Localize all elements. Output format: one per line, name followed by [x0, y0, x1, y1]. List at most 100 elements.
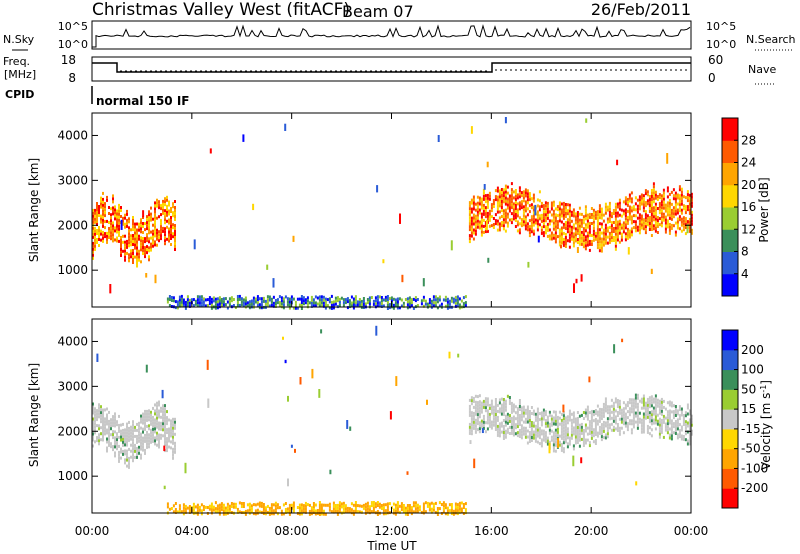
range-cell — [166, 225, 168, 229]
range-cell — [674, 408, 677, 411]
range-cell — [682, 435, 685, 438]
range-cell — [536, 440, 539, 444]
range-cell — [332, 501, 335, 505]
range-cell — [506, 412, 509, 416]
range-cell — [616, 223, 619, 227]
range-cell — [108, 233, 110, 236]
range-cell — [102, 215, 104, 219]
range-cell — [492, 405, 495, 409]
range-cell — [482, 417, 485, 421]
range-cell — [482, 212, 485, 216]
range-cell — [558, 210, 561, 214]
range-cell — [424, 299, 427, 303]
range-cell — [292, 507, 295, 511]
range-cell — [548, 222, 551, 226]
range-cell — [520, 218, 523, 222]
range-cell — [550, 420, 553, 424]
range-cell — [94, 241, 96, 245]
range-cell — [118, 453, 120, 457]
range-cell — [492, 414, 495, 418]
range-cell — [576, 211, 579, 214]
range-cell — [654, 400, 657, 404]
range-cell — [648, 399, 651, 403]
range-cell — [142, 240, 144, 243]
range-cell — [124, 249, 126, 253]
range-cell — [136, 252, 138, 256]
range-cell — [490, 405, 493, 409]
range-cell — [522, 223, 525, 227]
range-cell — [590, 409, 593, 413]
range-cell — [594, 231, 597, 235]
range-cell — [318, 295, 321, 299]
range-cell — [504, 220, 507, 224]
range-cell — [134, 237, 136, 241]
range-cell — [310, 509, 313, 513]
range-cell — [616, 214, 619, 218]
range-cell — [584, 244, 587, 248]
range-cell — [386, 301, 389, 304]
range-cell — [288, 297, 291, 301]
range-cell — [478, 424, 481, 428]
colorbar-tick-label: -100 — [741, 461, 768, 475]
range-cell — [436, 507, 439, 510]
range-cell — [502, 194, 505, 198]
range-cell — [108, 422, 110, 426]
range-cell — [658, 420, 661, 424]
range-cell — [564, 422, 567, 426]
range-cell — [524, 435, 527, 439]
range-cell — [624, 421, 627, 425]
range-cell — [474, 409, 477, 413]
range-cell — [342, 304, 345, 308]
range-cell — [598, 416, 601, 420]
range-cell — [564, 227, 567, 230]
range-cell — [688, 439, 691, 443]
range-cell — [214, 510, 217, 514]
range-cell — [496, 189, 499, 193]
range-cell — [382, 503, 385, 507]
range-cell — [148, 433, 150, 437]
range-cell — [472, 216, 475, 220]
range-cell — [256, 502, 259, 506]
range-cell — [670, 217, 673, 221]
range-cell — [310, 304, 313, 308]
range-cell — [534, 430, 537, 434]
range-cell — [524, 209, 527, 213]
range-cell — [488, 418, 491, 422]
range-cell — [684, 211, 687, 215]
range-cell — [132, 252, 134, 255]
range-cell — [552, 416, 555, 420]
range-cell — [114, 454, 116, 458]
range-cell — [646, 193, 649, 197]
range-cell — [604, 424, 607, 428]
range-cell — [476, 210, 479, 214]
range-cell — [280, 509, 283, 513]
range-cell — [126, 422, 128, 426]
range-cell — [98, 439, 100, 443]
range-cell — [274, 299, 277, 302]
range-cell — [572, 414, 575, 418]
range-cell — [124, 258, 126, 262]
range-cell — [114, 211, 116, 215]
range-cell — [174, 426, 176, 430]
range-cell — [266, 504, 269, 508]
range-cell — [102, 435, 104, 439]
time-axis-labels: 00:00 04:00 08:00 12:00 16:00 20:00 00:00 — [75, 524, 709, 538]
range-cell — [98, 412, 100, 416]
range-cell — [588, 227, 591, 231]
range-cell — [548, 422, 551, 426]
range-cell — [506, 206, 509, 210]
range-cell — [664, 422, 667, 426]
range-cell — [536, 213, 539, 217]
range-cell — [616, 229, 619, 233]
range-cell — [628, 407, 631, 411]
range-cell — [604, 223, 607, 227]
range-cell — [678, 218, 681, 222]
range-cell — [164, 443, 166, 447]
range-cell — [468, 413, 471, 417]
range-cell — [566, 427, 569, 431]
time-tick-label: 00:00 — [75, 524, 110, 538]
range-cell — [504, 420, 507, 424]
range-cell — [342, 298, 345, 302]
range-cell — [482, 224, 485, 228]
range-cell — [522, 432, 525, 436]
